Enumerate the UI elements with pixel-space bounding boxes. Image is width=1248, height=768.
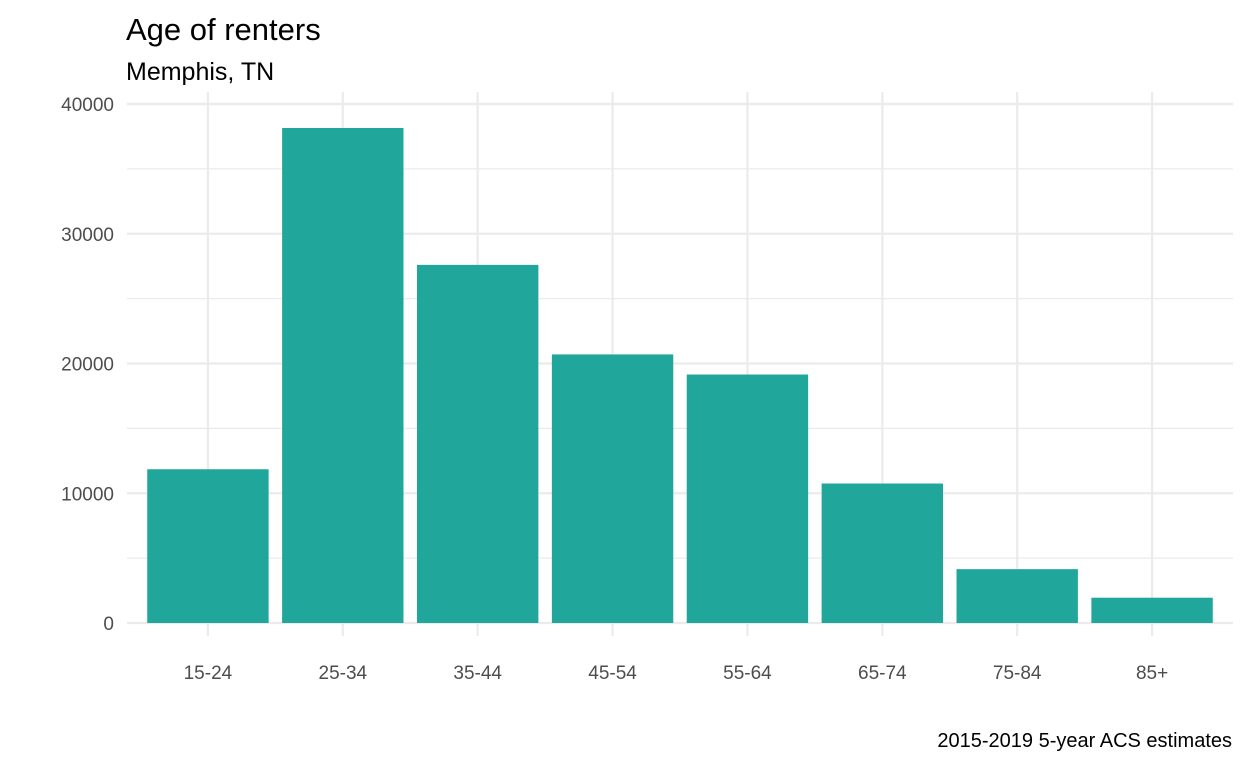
- x-tick-label: 75-84: [993, 663, 1042, 684]
- chart-caption: 2015-2019 5-year ACS estimates: [937, 730, 1232, 752]
- y-tick-label: 30000: [61, 225, 114, 246]
- bar-75-84: [956, 569, 1078, 623]
- chart-title: Age of renters: [126, 12, 321, 47]
- x-tick-label: 35-44: [453, 663, 502, 684]
- y-tick-label: 20000: [61, 355, 114, 376]
- y-tick-label: 10000: [61, 484, 114, 505]
- chart-subtitle: Memphis, TN: [126, 58, 275, 86]
- y-tick-label: 40000: [61, 95, 114, 116]
- bars: [147, 128, 1213, 623]
- x-tick-label: 15-24: [184, 663, 233, 684]
- bar-35-44: [416, 264, 539, 623]
- x-tick-label: 55-64: [723, 663, 772, 684]
- x-tick-label: 45-54: [588, 663, 637, 684]
- bar-25-34: [282, 128, 404, 623]
- x-tick-label: 25-34: [319, 663, 368, 684]
- bar-45-54: [551, 354, 674, 623]
- bar-65-74: [821, 483, 944, 623]
- bar-15-24: [147, 469, 269, 623]
- x-tick-label: 65-74: [858, 663, 907, 684]
- x-tick-label: 85+: [1136, 663, 1168, 684]
- y-axis-tick-labels: 0 10000 20000 30000 40000: [61, 95, 114, 635]
- y-tick-label: 0: [103, 614, 114, 635]
- x-axis-tick-labels: 15-24 25-34 35-44 45-54 55-64 65-74 75-84 85+: [184, 663, 1169, 684]
- bar-55-64: [686, 374, 809, 623]
- bar-85+: [1091, 597, 1213, 623]
